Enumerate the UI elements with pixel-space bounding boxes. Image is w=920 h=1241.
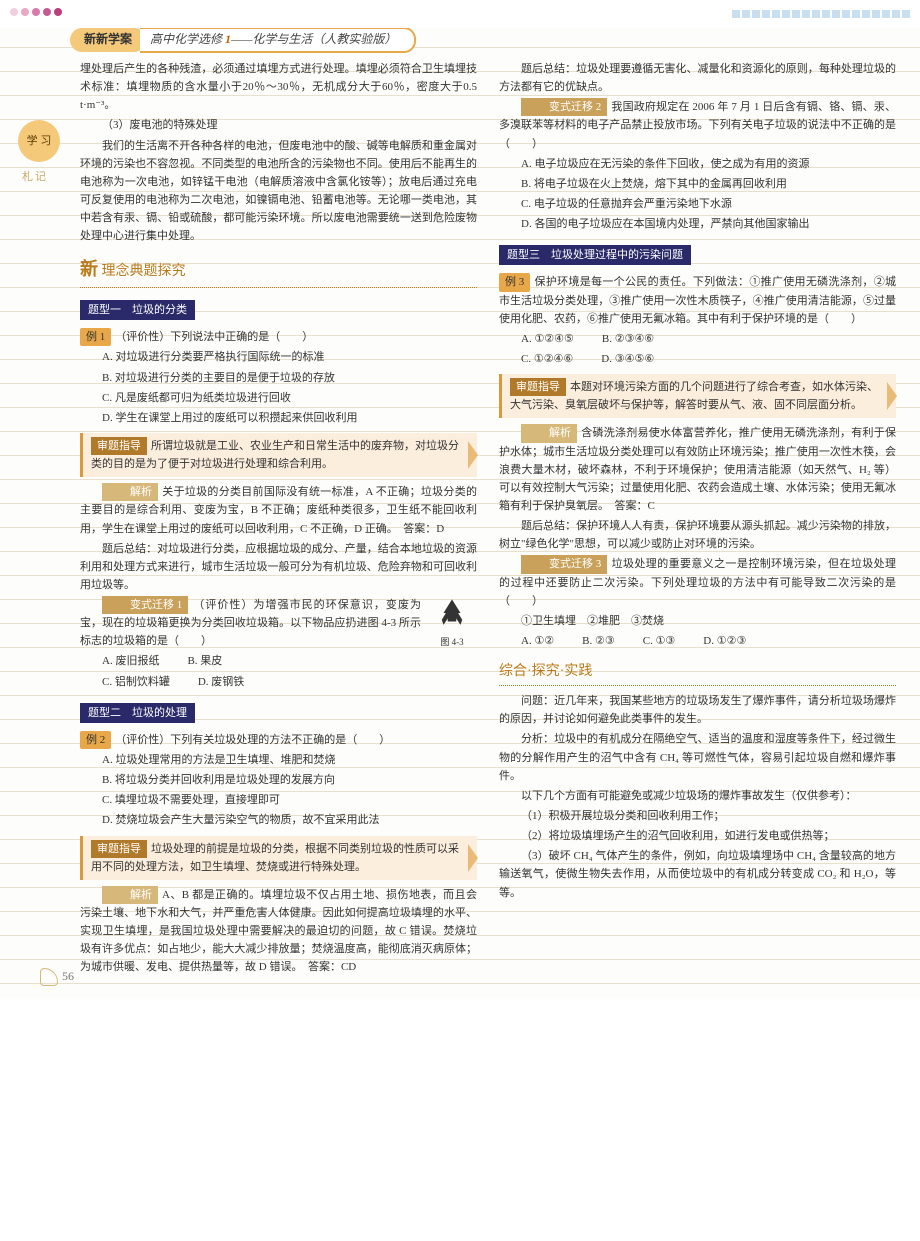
arrow-icon	[887, 382, 897, 410]
option-d: D. 学生在课堂上用过的废纸可以积攒起来供回收利用	[80, 409, 477, 427]
analysis-label: 解析	[102, 483, 158, 501]
option-b: B. 将电子垃圾在火上焚烧，熔下其中的金属再回收利用	[499, 175, 896, 193]
book-title: 高中化学选修 1——化学与生活（人教实验版）	[140, 27, 416, 53]
figure-recycle: 图 4-3	[427, 596, 477, 650]
variant-question: 变式迁移 1（评价性）为增强市民的环保意识，变废为宝，现在的垃圾箱更换为分类回收…	[80, 596, 477, 650]
arrow-icon	[468, 844, 478, 872]
example-tag: 例 3	[499, 273, 530, 291]
option-b: B. 果皮	[187, 652, 222, 670]
option-a: A. 废旧报纸	[102, 652, 159, 670]
example-tag: 例 1	[80, 328, 111, 346]
title-suffix: ——化学与生活（人教实验版）	[231, 32, 396, 46]
arrow-icon	[468, 441, 478, 469]
analysis-item: （3）破坏 CH₄ 气体产生的条件，例如，向垃圾填埋场中 CH₄ 含量较高的地方…	[499, 847, 896, 901]
option-list: ①卫生填埋 ②堆肥 ③焚烧	[499, 612, 896, 630]
option-d: D. ①②③	[703, 632, 746, 650]
recycle-icon	[435, 596, 469, 630]
option-a: A. 垃圾处理常用的方法是卫生填埋、堆肥和焚烧	[80, 751, 477, 769]
figure-caption: 图 4-3	[427, 635, 477, 650]
question-text: （评价性）下列说法中正确的是（ ）	[115, 331, 313, 343]
example-question: 例 3保护环境是每一个公民的责任。下列做法：①推广使用无磷洗涤剂，②城市生活垃圾…	[499, 273, 896, 327]
guide-label: 审题指导	[510, 378, 566, 396]
option-b: B. 将垃圾分类并回收利用是垃圾处理的发展方向	[80, 771, 477, 789]
option-c: C. 铝制饮料罐	[102, 673, 170, 691]
option-d: D. ③④⑤⑥	[601, 350, 654, 368]
analysis: 解析关于垃圾的分类目前国际没有统一标准，A 不正确；垃圾分类的主要目的是综合利用…	[80, 483, 477, 537]
para: （3）废电池的特殊处理	[80, 116, 477, 134]
top-decoration	[0, 0, 920, 28]
study-badge: 学 习	[18, 120, 60, 162]
option-a: A. 对垃圾进行分类要严格执行国际统一的标准	[80, 348, 477, 366]
option-b: B. ②③	[582, 632, 615, 650]
option-a: A. ①②	[521, 632, 554, 650]
option-d: D. 焚烧垃圾会产生大量污染空气的物质，故不宜采用此法	[80, 811, 477, 829]
option-c: C. 电子垃圾的任意抛弃会严重污染地下水源	[499, 195, 896, 213]
question-text: 保护环境是每一个公民的责任。下列做法：①推广使用无磷洗涤剂，②城市生活垃圾分类处…	[499, 276, 896, 324]
post-summary: 题后总结：对垃圾进行分类，应根据垃圾的成分、产量，结合本地垃圾的资源利用和处理方…	[80, 540, 477, 594]
example-question: 例 2 （评价性）下列有关垃圾处理的方法不正确的是（ ）	[80, 731, 477, 749]
study-badge-text: 学 习	[27, 132, 52, 150]
post-summary: 题后总结：保护环境人人有责，保护环境要从源头抓起。减少污染物的排放，树立"绿色化…	[499, 517, 896, 553]
square-row	[732, 10, 910, 18]
section-header: 新 新 理念典题探究理念典题探究	[80, 255, 477, 288]
page-header: 新新学案 高中化学选修 1——化学与生活（人教实验版）	[70, 28, 920, 52]
option-b: B. 对垃圾进行分类的主要目的是便于垃圾的存放	[80, 369, 477, 387]
analysis: 解析A、B 都是正确的。填埋垃圾不仅占用土地、损伤地表，而且会污染土壤、地下水和…	[80, 886, 477, 977]
right-column: 题后总结：垃圾处理要遵循无害化、减量化和资源化的原则，每种处理垃圾的方法都有它的…	[499, 60, 896, 979]
variant-label: 变式迁移 2	[521, 98, 607, 116]
option-c: C. ①②④⑥	[521, 350, 573, 368]
variant-question: 变式迁移 3垃圾处理的重要意义之一是控制环境污染，但在垃圾处理的过程中还要防止二…	[499, 555, 896, 609]
analysis-item: （1）积极开展垃圾分类和回收利用工作；	[499, 807, 896, 825]
para: 我们的生活离不开各种各样的电池，但废电池中的酸、碱等电解质和重金属对环境的污染也…	[80, 137, 477, 246]
question-prompt: 问题：近几年来，我国某些地方的垃圾场发生了爆炸事件，请分析垃圾场爆炸的原因，并讨…	[499, 692, 896, 728]
variant-label: 变式迁移 3	[521, 555, 607, 573]
page-num-decor-icon	[40, 968, 58, 986]
analysis-item: （2）将垃圾填埋场产生的沼气回收利用，如进行发电或供热等；	[499, 827, 896, 845]
analysis: 解析含磷洗涤剂易使水体富营养化，推广使用无磷洗涤剂，有利于保护水体；城市生活垃圾…	[499, 424, 896, 515]
analysis-para: 以下几个方面有可能避免或减少垃圾场的爆炸事故发生（仅供参考）：	[499, 787, 896, 805]
analysis-label: 解析	[521, 424, 577, 442]
variant-label: 变式迁移 1	[102, 596, 188, 614]
notes-label: 札记	[22, 168, 48, 186]
option-b: B. ②③④⑥	[602, 330, 654, 348]
option-c: C. ①③	[643, 632, 676, 650]
option-d: D. 各国的电子垃圾应在本国境内处理，严禁向其他国家输出	[499, 215, 896, 233]
option-c: C. 凡是废纸都可归为纸类垃圾进行回收	[80, 389, 477, 407]
topic-tag: 题型三 垃圾处理过程中的污染问题	[499, 245, 691, 265]
option-c: C. 填埋垃圾不需要处理，直接埋即可	[80, 791, 477, 809]
section-header: 综合·探究·实践	[499, 660, 896, 686]
question-text: （评价性）下列有关垃圾处理的方法不正确的是（ ）	[115, 734, 390, 746]
variant-question: 变式迁移 2我国政府规定在 2006 年 7 月 1 日后含有镉、铬、镉、汞、多…	[499, 98, 896, 152]
guide-label: 审题指导	[91, 840, 147, 858]
option-a: A. ①②④⑤	[521, 330, 574, 348]
title-prefix: 高中化学选修	[150, 32, 225, 46]
guide-box: 审题指导所谓垃圾就是工业、农业生产和日常生活中的废弃物，对垃圾分类的目的是为了便…	[80, 433, 477, 477]
post-summary: 题后总结：垃圾处理要遵循无害化、减量化和资源化的原则，每种处理垃圾的方法都有它的…	[499, 60, 896, 96]
option-a: A. 电子垃圾应在无污染的条件下回收，使之成为有用的资源	[499, 155, 896, 173]
topic-tag: 题型一 垃圾的分类	[80, 300, 195, 320]
guide-box: 审题指导本题对环境污染方面的几个问题进行了综合考查，如水体污染、大气污染、臭氧层…	[499, 374, 896, 418]
topic-tag: 题型二 垃圾的处理	[80, 703, 195, 723]
page-number: 56	[40, 967, 74, 987]
dot-row	[10, 8, 62, 16]
series-badge: 新新学案	[70, 28, 146, 52]
example-tag: 例 2	[80, 731, 111, 749]
page-number-text: 56	[62, 969, 74, 983]
guide-label: 审题指导	[91, 437, 147, 455]
option-d: D. 废钢铁	[198, 673, 244, 691]
guide-box: 审题指导垃圾处理的前提是垃圾的分类，根据不同类别垃圾的性质可以采用不同的处理方法…	[80, 836, 477, 880]
analysis-label: 解析	[102, 886, 158, 904]
example-question: 例 1 （评价性）下列说法中正确的是（ ）	[80, 328, 477, 346]
para: 埋处理后产生的各种残渣，必须通过填埋方式进行处理。填埋必须符合卫生填埋技术标准：…	[80, 60, 477, 114]
left-column: 埋处理后产生的各种残渣，必须通过填埋方式进行处理。填埋必须符合卫生填埋技术标准：…	[80, 60, 477, 979]
analysis-para: 分析：垃圾中的有机成分在隔绝空气、适当的温度和湿度等条件下，经过微生物的分解作用…	[499, 730, 896, 784]
